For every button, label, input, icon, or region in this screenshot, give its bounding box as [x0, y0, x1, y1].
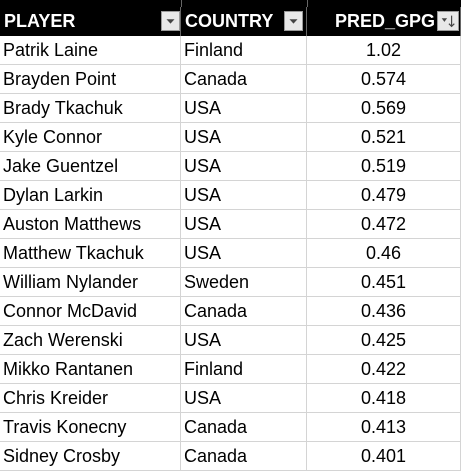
player-cell: Brayden Point — [0, 65, 181, 94]
sort-filter-button[interactable] — [437, 11, 459, 31]
filter-button[interactable] — [161, 11, 180, 31]
pred-gpg-cell: 0.418 — [307, 384, 461, 413]
filter-button[interactable] — [284, 11, 303, 31]
header-cell: COUNTRY — [181, 7, 307, 36]
pred-gpg-cell: 0.422 — [307, 355, 461, 384]
header-label: PRED_GPG — [335, 11, 436, 31]
pred-gpg-cell: 0.519 — [307, 152, 461, 181]
pred-gpg-cell: 0.521 — [307, 123, 461, 152]
country-cell: Canada — [181, 297, 307, 326]
pred-gpg-cell: 0.451 — [307, 268, 461, 297]
player-cell: Patrik Laine — [0, 36, 181, 65]
player-cell: Travis Konecny — [0, 413, 181, 442]
country-cell: USA — [181, 181, 307, 210]
pred-gpg-cell: 0.436 — [307, 297, 461, 326]
country-cell: USA — [181, 123, 307, 152]
player-cell: Jake Guentzel — [0, 152, 181, 181]
header-label: PLAYER — [4, 11, 76, 31]
pred-gpg-cell: 0.46 — [307, 239, 461, 268]
player-cell: William Nylander — [0, 268, 181, 297]
header-label: COUNTRY — [185, 11, 274, 31]
header-cell: PLAYER — [0, 7, 181, 36]
country-cell: Finland — [181, 36, 307, 65]
player-cell: Matthew Tkachuk — [0, 239, 181, 268]
pred-gpg-cell: 0.425 — [307, 326, 461, 355]
country-cell: USA — [181, 239, 307, 268]
pred-gpg-cell: 0.413 — [307, 413, 461, 442]
pred-gpg-cell: 1.02 — [307, 36, 461, 65]
country-cell: Canada — [181, 442, 307, 471]
player-cell: Brady Tkachuk — [0, 94, 181, 123]
country-cell: USA — [181, 326, 307, 355]
player-cell: Sidney Crosby — [0, 442, 181, 471]
country-cell: Sweden — [181, 268, 307, 297]
player-cell: Auston Matthews — [0, 210, 181, 239]
country-cell: Canada — [181, 65, 307, 94]
player-cell: Zach Werenski — [0, 326, 181, 355]
country-cell: Canada — [181, 413, 307, 442]
country-cell: USA — [181, 94, 307, 123]
player-cell: Connor McDavid — [0, 297, 181, 326]
player-cell: Dylan Larkin — [0, 181, 181, 210]
pred-gpg-cell: 0.401 — [307, 442, 461, 471]
header-cell: PRED_GPG — [307, 7, 461, 36]
player-cell: Mikko Rantanen — [0, 355, 181, 384]
top-strip — [0, 0, 461, 7]
pred-gpg-cell: 0.569 — [307, 94, 461, 123]
country-cell: USA — [181, 152, 307, 181]
player-cell: Kyle Connor — [0, 123, 181, 152]
pred-gpg-cell: 0.574 — [307, 65, 461, 94]
country-cell: Finland — [181, 355, 307, 384]
country-cell: USA — [181, 210, 307, 239]
pred-gpg-cell: 0.472 — [307, 210, 461, 239]
player-cell: Chris Kreider — [0, 384, 181, 413]
pred-gpg-cell: 0.479 — [307, 181, 461, 210]
country-cell: USA — [181, 384, 307, 413]
